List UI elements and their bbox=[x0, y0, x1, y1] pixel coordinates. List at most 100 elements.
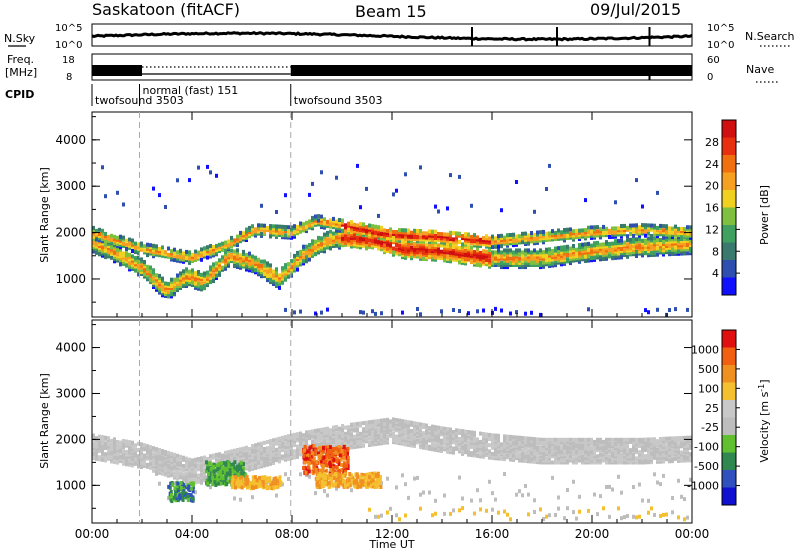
power-cell bbox=[356, 238, 359, 243]
velocity-cell bbox=[587, 437, 590, 442]
noise-sky-label: N.Sky bbox=[4, 32, 36, 45]
power-cell bbox=[512, 243, 515, 248]
velocity-cell bbox=[623, 515, 626, 520]
velocity-cell bbox=[350, 424, 353, 429]
power-colorbar-tick-label: 28 bbox=[705, 136, 719, 149]
power-cell bbox=[155, 244, 158, 249]
velocity-cell bbox=[683, 454, 686, 459]
power-cell bbox=[614, 245, 617, 250]
velocity-cell bbox=[269, 449, 272, 454]
power-cell bbox=[551, 261, 554, 266]
power-cell bbox=[497, 254, 500, 259]
velocity-cell bbox=[524, 442, 527, 447]
velocity-cell bbox=[137, 464, 140, 469]
velocity-cell bbox=[242, 471, 246, 476]
velocity-cell bbox=[476, 453, 479, 458]
velocity-cell bbox=[347, 425, 350, 430]
power-cell bbox=[125, 257, 128, 262]
velocity-cell bbox=[458, 437, 461, 441]
power-cell bbox=[188, 269, 191, 274]
power-cell bbox=[323, 236, 326, 241]
velocity-cell bbox=[335, 435, 338, 440]
power-cell bbox=[464, 240, 467, 245]
power-cell bbox=[548, 163, 551, 168]
power-cell bbox=[602, 248, 605, 253]
power-cell bbox=[227, 245, 230, 250]
velocity-cell bbox=[407, 438, 410, 443]
power-cell bbox=[320, 248, 323, 253]
power-cell bbox=[605, 248, 608, 253]
power-cell bbox=[518, 265, 521, 270]
velocity-cell bbox=[131, 459, 134, 464]
power-cell bbox=[623, 228, 626, 233]
power-cell bbox=[452, 237, 455, 242]
power-cell bbox=[485, 253, 488, 258]
velocity-cell bbox=[680, 444, 683, 449]
power-cell bbox=[239, 237, 242, 242]
power-cell bbox=[185, 271, 188, 276]
power-cell bbox=[548, 247, 551, 252]
velocity-cell bbox=[134, 461, 137, 466]
velocity-cell bbox=[575, 437, 578, 442]
power-cell bbox=[350, 224, 353, 229]
power-cell bbox=[377, 246, 380, 251]
velocity-cell bbox=[518, 435, 521, 440]
power-cell bbox=[407, 247, 410, 252]
power-cell bbox=[188, 178, 191, 183]
power-cell bbox=[470, 260, 473, 265]
power-cell bbox=[488, 252, 491, 257]
power-cell bbox=[656, 238, 659, 243]
power-cell bbox=[644, 238, 647, 243]
power-cell bbox=[596, 247, 599, 252]
velocity-cell bbox=[590, 450, 593, 455]
power-cell bbox=[317, 238, 320, 242]
power-cell bbox=[155, 252, 158, 257]
power-cell bbox=[206, 278, 209, 283]
velocity-cell bbox=[602, 458, 605, 463]
velocity-cell bbox=[545, 439, 548, 444]
velocity-cell bbox=[425, 423, 428, 428]
power-cell bbox=[524, 239, 527, 244]
velocity-cell bbox=[113, 453, 116, 458]
power-cell bbox=[317, 240, 320, 245]
velocity-cell bbox=[320, 442, 323, 447]
power-cell bbox=[593, 253, 596, 258]
power-cell bbox=[527, 237, 530, 242]
velocity-cell bbox=[122, 453, 125, 458]
velocity-cell bbox=[644, 454, 647, 459]
velocity-cell bbox=[461, 429, 464, 434]
power-cell bbox=[401, 234, 404, 239]
velocity-cell bbox=[233, 460, 237, 465]
velocity-cell bbox=[626, 458, 629, 463]
velocity-cell bbox=[200, 480, 203, 485]
power-cell bbox=[548, 259, 551, 264]
velocity-cell bbox=[653, 437, 656, 442]
power-cell bbox=[227, 261, 230, 266]
power-cell bbox=[656, 242, 659, 247]
power-cell bbox=[197, 165, 200, 170]
velocity-cell bbox=[515, 447, 518, 452]
velocity-cell bbox=[314, 441, 317, 446]
velocity-cell bbox=[518, 444, 521, 448]
power-cell bbox=[347, 232, 350, 237]
power-cell bbox=[194, 283, 197, 288]
velocity-cell bbox=[260, 447, 263, 452]
velocity-cell bbox=[158, 448, 161, 452]
power-cell bbox=[143, 272, 146, 277]
velocity-cell bbox=[362, 431, 365, 436]
power-cell bbox=[275, 284, 278, 288]
power-cell bbox=[293, 234, 296, 239]
power-cell bbox=[323, 243, 326, 247]
power-cell bbox=[527, 241, 530, 246]
velocity-cell bbox=[674, 440, 677, 445]
power-cell bbox=[476, 263, 479, 267]
power-cell bbox=[311, 239, 314, 244]
velocity-cell bbox=[602, 506, 605, 511]
power-cell bbox=[524, 231, 527, 236]
velocity-cell bbox=[248, 451, 251, 456]
power-cell bbox=[101, 165, 104, 170]
velocity-cell bbox=[413, 427, 416, 432]
velocity-cell bbox=[131, 451, 134, 455]
power-cell bbox=[116, 235, 119, 240]
velocity-cell bbox=[527, 436, 530, 441]
